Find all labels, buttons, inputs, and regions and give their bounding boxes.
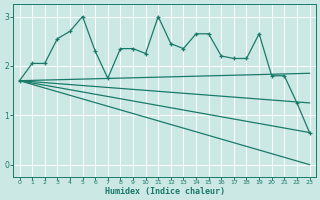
X-axis label: Humidex (Indice chaleur): Humidex (Indice chaleur) [105,187,225,196]
